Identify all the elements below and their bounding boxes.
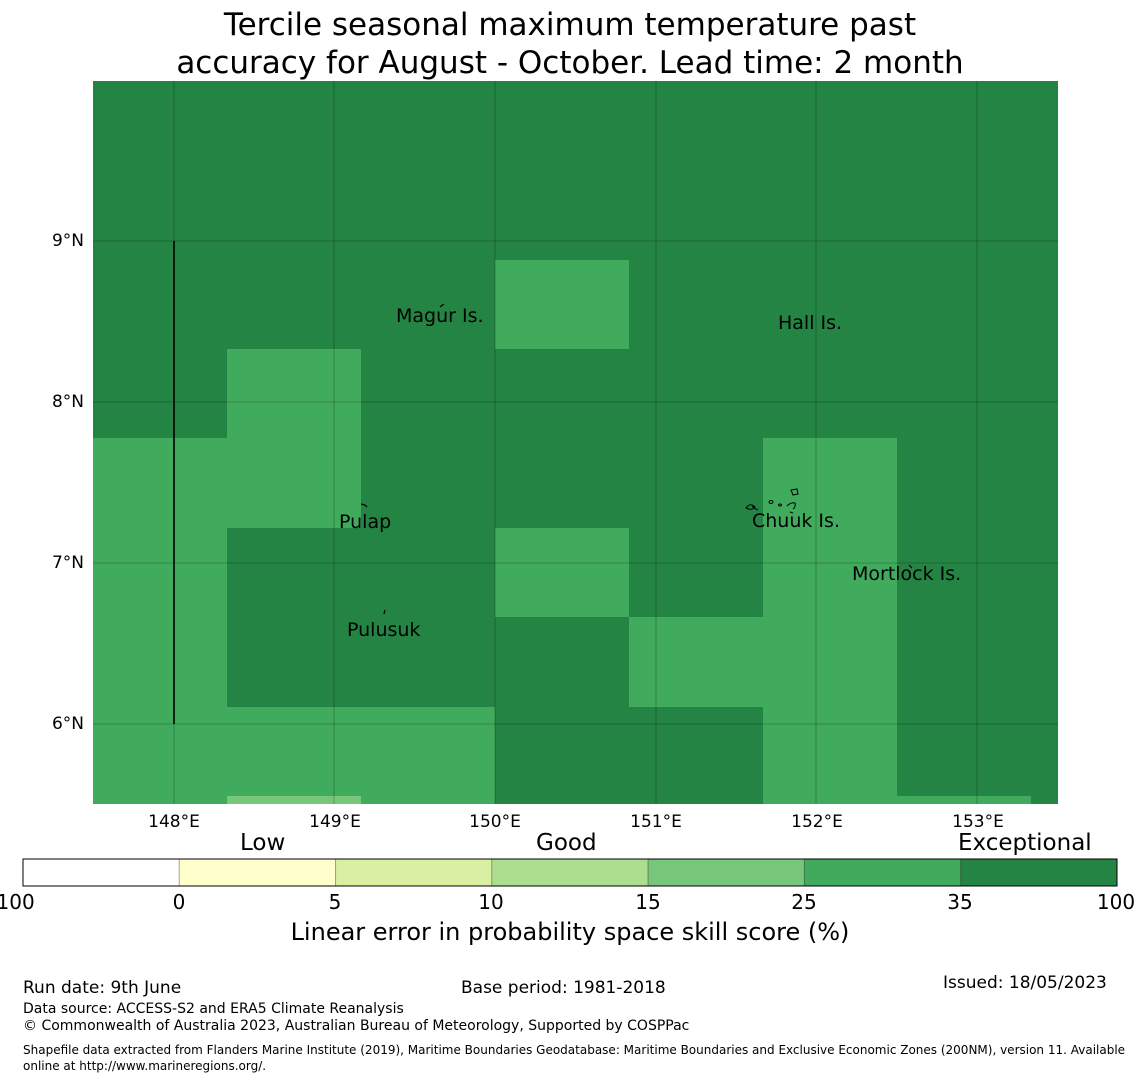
lon-tick-148e: 148°E [148, 812, 200, 832]
skill-cell [93, 438, 227, 804]
place-label-pulusuk: Pulusuk [347, 619, 421, 641]
island-outlines [360, 304, 913, 615]
skill-cell [495, 528, 629, 617]
shapefile-credit: Shapefile data extracted from Flanders M… [23, 1042, 1138, 1074]
colorbar-tick-0: 0 [172, 890, 186, 914]
shapefile-credit-line-1: Shapefile data extracted from Flanders M… [23, 1043, 1126, 1057]
lat-tick-8n: 8°N [51, 392, 84, 412]
lon-tick-149e: 149°E [309, 812, 361, 832]
colorbar-tick-10: 10 [478, 890, 504, 914]
colorbar-tick-100: 100 [1096, 890, 1136, 914]
shapefile-credit-line-2: online at http://www.marineregions.org/. [23, 1059, 267, 1073]
lon-tick-153e: 153°E [952, 812, 1004, 832]
skill-cell [897, 796, 1031, 804]
colorbar-tick-5: 5 [328, 890, 342, 914]
chuuk-island-outline [745, 488, 799, 514]
map-title: Tercile seasonal maximum temperature pas… [0, 6, 1140, 82]
map-gridlines [93, 81, 1058, 804]
lat-tick-6n: 6°N [51, 714, 84, 734]
skill-cell [227, 796, 361, 804]
skill-cell [495, 260, 629, 349]
colorbar-swatch [22, 858, 180, 887]
magur-island-outline [439, 304, 445, 308]
place-label-pulap: Pulap [339, 511, 392, 533]
colorbar-label: Linear error in probability space skill … [290, 918, 850, 946]
colorbar-tick-35: 35 [947, 890, 973, 914]
skill-cells [93, 81, 1058, 804]
issued-date: Issued: 18/05/2023 [943, 973, 1107, 993]
copyright: © Commonwealth of Australia 2023, Austra… [23, 1018, 690, 1034]
place-label-chuuk: Chuuk Is. [752, 510, 840, 532]
place-label-hall: Hall Is. [778, 312, 843, 334]
lon-tick-151e: 151°E [630, 812, 682, 832]
lon-tick-150e: 150°E [469, 812, 521, 832]
colorbar-tick-15: 15 [635, 890, 661, 914]
skill-cell [227, 349, 361, 528]
place-label-magur: Magur Is. [396, 305, 484, 327]
lon-tick-152e: 152°E [791, 812, 843, 832]
colorbar-tick-minus100: -100 [0, 890, 35, 914]
lat-tick-7n: 7°N [51, 553, 84, 573]
colorbar-frame [22, 858, 1118, 887]
title-line-1: Tercile seasonal maximum temperature pas… [223, 7, 917, 43]
pulusuk-island-outline [383, 609, 386, 615]
legend-category-low: Low [240, 830, 286, 856]
pulap-island-outline [360, 503, 368, 508]
mortlock-island-outline [908, 564, 913, 569]
base-period: Base period: 1981-2018 [461, 978, 666, 998]
place-label-mortlock: Mortlock Is. [852, 563, 962, 585]
colorbar-swatch [960, 858, 1118, 887]
data-source: Data source: ACCESS-S2 and ERA5 Climate … [23, 1001, 404, 1017]
lat-tick-9n: 9°N [51, 231, 84, 251]
colorbar-tick-25: 25 [791, 890, 817, 914]
legend-category-exceptional: Exceptional [958, 830, 1092, 856]
colorbar-swatch [335, 858, 493, 887]
legend-category-good: Good [536, 830, 597, 856]
skill-cell [763, 438, 897, 804]
skill-cell [629, 617, 763, 707]
colorbar-swatch [803, 858, 962, 887]
skill-cell [227, 707, 495, 804]
colorbar-swatches [22, 858, 1118, 887]
run-date: Run date: 9th June [23, 978, 182, 998]
title-line-2: accuracy for August - October. Lead time… [176, 45, 964, 81]
colorbar-swatch [178, 858, 337, 887]
colorbar-swatch [647, 858, 805, 887]
colorbar-swatch [491, 858, 649, 887]
